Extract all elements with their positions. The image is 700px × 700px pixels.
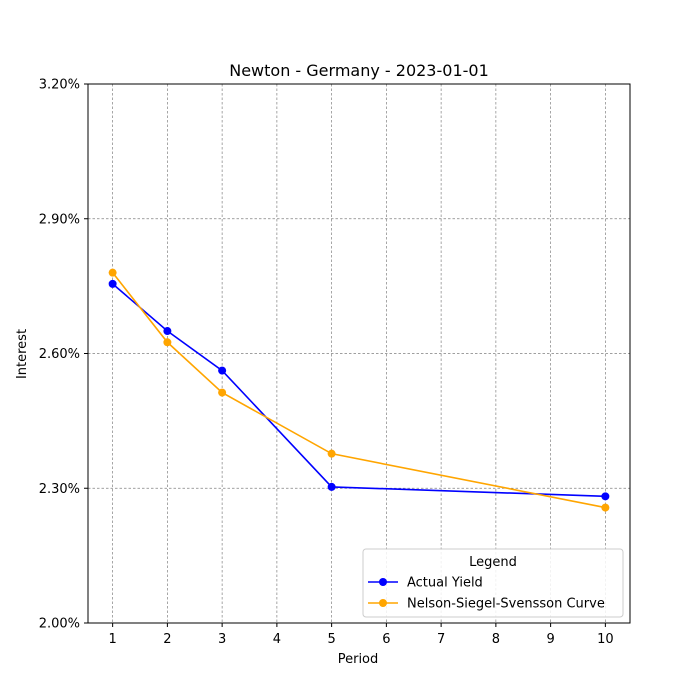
x-tick-label: 9 (546, 632, 554, 647)
legend-label: Nelson-Siegel-Svensson Curve (407, 597, 605, 612)
series-point-1 (163, 327, 172, 336)
legend-marker (379, 578, 387, 586)
x-tick-label: 5 (327, 632, 335, 647)
y-tick-label: 2.60% (39, 347, 80, 362)
x-tick-label: 7 (437, 632, 445, 647)
series-layer (108, 268, 610, 512)
x-tick-label: 6 (382, 632, 390, 647)
x-tick-label: 1 (108, 632, 116, 647)
y-tick-label: 2.00% (39, 617, 80, 632)
series-point-2 (327, 449, 336, 458)
y-axis-label: Interest (15, 329, 30, 379)
y-tick-label: 2.30% (39, 482, 80, 497)
series-point-2 (163, 338, 172, 347)
legend-title: Legend (469, 555, 517, 570)
legend-label: Actual Yield (407, 576, 483, 591)
series-point-2 (108, 268, 117, 277)
x-axis: 1 2 3 4 5 6 7 8 9 10 (108, 623, 614, 647)
y-tick-label: 3.20% (39, 78, 80, 93)
legend: Legend Actual Yield Nelson-Siegel-Svensso… (362, 548, 624, 618)
series-point-1 (108, 279, 117, 288)
x-tick-label: 8 (492, 632, 500, 647)
chart-title: Newton - Germany - 2023-01-01 (229, 61, 489, 80)
x-tick-label: 3 (218, 632, 226, 647)
series-point-1 (218, 366, 227, 375)
x-tick-label: 4 (273, 632, 281, 647)
legend-entries: Actual Yield Nelson-Siegel-Svensson Curve (368, 576, 605, 612)
series-point-2 (218, 388, 227, 397)
x-tick-label: 10 (597, 632, 614, 647)
legend-marker (379, 599, 387, 607)
y-tick-label: 2.90% (39, 212, 80, 227)
series-point-1 (601, 492, 610, 501)
legend-box (362, 548, 624, 618)
series-point-1 (327, 482, 336, 491)
y-axis: 2.00% 2.30% 2.60% 2.90% 3.20% (39, 78, 88, 632)
series-point-2 (601, 503, 610, 512)
x-axis-label: Period (338, 652, 379, 667)
x-tick-label: 2 (163, 632, 171, 647)
